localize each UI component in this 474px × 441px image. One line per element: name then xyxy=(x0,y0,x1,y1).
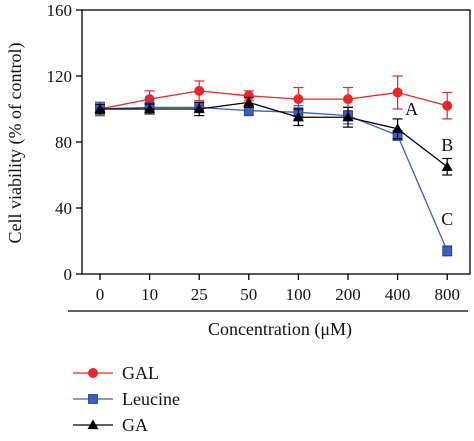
plot-frame xyxy=(81,9,471,275)
x-tick-label: 10 xyxy=(141,285,158,304)
y-tick-label: 80 xyxy=(55,133,72,152)
gal-series-line xyxy=(99,90,448,110)
ga-point xyxy=(292,111,304,122)
x-tick-label: 0 xyxy=(96,285,105,304)
ga-point xyxy=(144,103,156,114)
ga-point xyxy=(441,161,453,171)
legend: GAL Leucine GA xyxy=(73,363,180,435)
gal-point xyxy=(392,87,403,98)
x-tick-label: 100 xyxy=(286,285,312,304)
y-tick-label: 160 xyxy=(47,1,73,20)
legend-leucine-label: Leucine xyxy=(122,389,180,409)
leucine-point xyxy=(442,245,453,256)
ga-point xyxy=(342,111,354,122)
gal-point xyxy=(194,85,205,96)
x-tick-label: 200 xyxy=(335,285,361,304)
legend-gal-marker xyxy=(88,368,98,378)
x-axis-label: Concentration (μM) xyxy=(208,319,352,340)
gal-point xyxy=(343,94,353,105)
gal-point xyxy=(293,94,304,105)
y-tick-label: 40 xyxy=(55,199,72,218)
annotation-label: B xyxy=(441,135,453,155)
annotation-label: C xyxy=(441,209,453,229)
y-tick-label: 120 xyxy=(47,67,73,86)
x-tick-label: 25 xyxy=(191,285,208,304)
y-axis-label: Cell viability (% of control) xyxy=(5,43,26,244)
ga-point xyxy=(193,103,205,114)
gal-point xyxy=(442,100,453,111)
legend-ga-label: GA xyxy=(122,415,148,435)
annotation-label: A xyxy=(405,99,418,119)
legend-gal-label: GAL xyxy=(122,363,159,383)
x-tick-label: 50 xyxy=(240,285,257,304)
legend-ga-marker xyxy=(87,419,99,430)
x-tick-label: 800 xyxy=(434,285,460,304)
ga-point xyxy=(392,123,404,133)
ga-series-line xyxy=(100,101,448,168)
plot-area: 0 40 80 120 160 0 10 25 50 100 200 400 800 A B C xyxy=(47,1,471,304)
ga-point xyxy=(243,96,255,107)
legend-leucine-marker xyxy=(88,394,98,404)
leucine-series-line xyxy=(99,106,448,252)
ga-point xyxy=(94,103,106,114)
x-tick-label: 400 xyxy=(385,285,411,304)
y-tick-label: 0 xyxy=(64,265,73,284)
